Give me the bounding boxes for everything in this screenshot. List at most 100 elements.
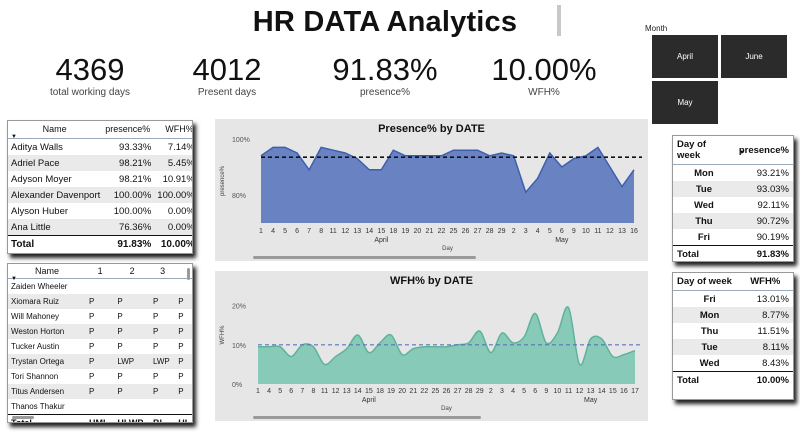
x-tick-label: 15	[377, 228, 385, 235]
x-tick-label: 5	[548, 228, 552, 235]
total-row: Total 91.83% 10.00%	[8, 235, 192, 252]
col-header-name[interactable]: ▼ Name	[8, 264, 86, 282]
x-tick-label: 11	[565, 388, 572, 395]
col-header-day-3[interactable]: 3	[149, 264, 176, 279]
total-row: Total 10.00%	[673, 371, 793, 388]
x-tick-label: 11	[330, 228, 337, 235]
x-tick-label: 28	[465, 388, 473, 395]
series-area	[261, 147, 634, 223]
col-header-wfh[interactable]: WFH%	[154, 121, 192, 139]
y-tick-label: 20%	[232, 304, 246, 311]
y-tick-label: 80%	[232, 193, 246, 200]
horizontal-scrollbar[interactable]	[12, 416, 34, 419]
x-tick-label: 13	[353, 228, 361, 235]
x-group-label: April	[362, 397, 376, 404]
col-header-presence[interactable]: presence% ▼	[734, 136, 793, 165]
table-row[interactable]: Tue 93.03%	[673, 181, 793, 197]
total-row: Total 91.83%	[673, 245, 793, 261]
sort-down-icon: ▼	[738, 150, 745, 156]
x-tick-label: 28	[486, 228, 494, 235]
x-tick-label: 7	[307, 228, 311, 235]
month-tile-june[interactable]: June	[721, 35, 787, 78]
vertical-scrollbar[interactable]	[187, 268, 190, 280]
x-tick-label: 3	[500, 388, 504, 395]
x-tick-label: 19	[401, 228, 409, 235]
table-row[interactable]: Weston Horton P P P P	[8, 324, 192, 339]
table-row[interactable]: Thanos Thakur	[11, 402, 65, 411]
table-row[interactable]: Thu 11.51%	[700, 325, 789, 337]
table-row[interactable]: Fri 13.01%	[703, 293, 789, 305]
x-tick-label: 15	[365, 388, 373, 395]
month-tile-april[interactable]: April	[652, 35, 718, 78]
col-header-day-of-week[interactable]: Day of week	[673, 273, 747, 291]
x-tick-label: 4	[267, 388, 271, 395]
x-tick-label: 5	[283, 228, 287, 235]
col-header-wfh[interactable]: WFH%	[746, 273, 793, 291]
series-area	[258, 306, 635, 384]
table-row[interactable]: Titus Andersen P P P P	[8, 384, 192, 399]
x-tick-label: 13	[618, 228, 626, 235]
table-row[interactable]: Will Mahoney P P P P	[11, 312, 184, 321]
x-tick-label: 17	[631, 388, 639, 395]
attendance-matrix: ▼ Name 1 2 3 Zaiden Wheeler Xiomara Ruiz P…	[7, 263, 193, 423]
sort-down-icon: ▼	[11, 134, 17, 140]
horizontal-scrollbar[interactable]	[253, 416, 481, 419]
table-row[interactable]: Xiomara Ruiz P P P P	[8, 294, 192, 309]
wfh-area-chart[interactable]: 20%10%0%WFH%1 4 5 6 7 8 11 12 13 14 15 18 19 20 21 22 25…	[215, 271, 648, 421]
x-tick-label: 21	[426, 228, 434, 235]
x-tick-label: 14	[598, 388, 606, 395]
table-row[interactable]: Alyson Huber 100.00% 0.00%	[11, 205, 193, 217]
table-row[interactable]: Adriel Pace 98.21% 5.45%	[8, 155, 192, 171]
table-row[interactable]: Mon 93.21%	[694, 167, 789, 179]
x-tick-label: 8	[319, 228, 323, 235]
month-tile-may[interactable]: May	[652, 81, 718, 124]
col-header-day-of-week[interactable]: Day of week	[673, 136, 735, 165]
x-tick-label: 6	[289, 388, 293, 395]
x-tick-label: 18	[376, 388, 384, 395]
wfh-chart-panel: WFH% by DATE 20% 10% 0% WFH% 1 4 5 6 7 8 11 12 13 14 1…	[215, 271, 648, 421]
series-line	[260, 146, 635, 194]
x-tick-label: 10	[553, 388, 561, 395]
table-row[interactable]: Zaiden Wheeler	[11, 282, 68, 291]
x-tick-label: 29	[498, 228, 506, 235]
table-row[interactable]: Ana Little 76.36% 0.00%	[8, 219, 192, 236]
table-row[interactable]: Trystan Ortega P LWP LWP P	[8, 354, 192, 369]
x-tick-label: 5	[522, 388, 526, 395]
x-tick-label: 16	[620, 388, 628, 395]
x-tick-label: 11	[594, 228, 601, 235]
y-axis-label: WFH%	[220, 325, 226, 345]
table-row[interactable]: Tori Shannon P P P P	[11, 372, 184, 381]
table-row[interactable]: Tue 8.11%	[673, 339, 793, 355]
col-header-day-2[interactable]: 2	[114, 264, 150, 279]
x-tick-label: 25	[450, 228, 458, 235]
table-row[interactable]: Wed 92.11%	[693, 199, 789, 211]
horizontal-scrollbar[interactable]	[253, 256, 476, 259]
kpi-present-days: 4012 Present days	[147, 52, 307, 98]
wfh-by-weekday-table: Day of week WFH% Fri 13.01% Mon 8.77% Thu 1…	[672, 272, 794, 400]
kpi-total-working-days: 4369 total working days	[10, 52, 170, 98]
x-group-label: May	[584, 397, 598, 404]
x-tick-label: 4	[536, 228, 540, 235]
presence-area-chart[interactable]: 100%80%presence%1 4 5 6 7 8 11 12 13 14 15 18 19 20 21…	[215, 119, 648, 261]
x-tick-label: 14	[354, 388, 362, 395]
series-line	[258, 306, 636, 366]
table-row[interactable]: Wed 8.43%	[699, 357, 789, 369]
x-tick-label: 13	[343, 388, 351, 395]
table-row[interactable]: Alexander Davenport 100.00% 100.00%	[8, 187, 192, 203]
chart-title: WFH% by DATE	[390, 275, 473, 287]
table-row[interactable]: Mon 8.77%	[673, 307, 793, 323]
table-row[interactable]: Aditya Walls 93.33% 7.14%	[11, 141, 193, 153]
col-header-name[interactable]: ▼ Name	[8, 121, 104, 140]
kpi-label: presence%	[359, 87, 411, 98]
x-tick-label: 2	[512, 228, 516, 235]
table-row[interactable]: Adyson Moyer 98.21% 10.91%	[11, 173, 193, 185]
y-axis-label: presence%	[220, 165, 226, 196]
x-tick-label: 22	[438, 228, 446, 235]
table-row[interactable]: Tucker Austin P P P P	[11, 342, 184, 351]
col-header-day-1[interactable]: 1	[86, 264, 115, 279]
table-row[interactable]: Thu 90.72%	[673, 213, 793, 229]
table-row[interactable]: Fri 90.19%	[697, 231, 789, 243]
x-tick-label: 4	[511, 388, 515, 395]
col-header-presence[interactable]: presence%	[103, 121, 155, 139]
x-group-label: April	[374, 237, 388, 244]
